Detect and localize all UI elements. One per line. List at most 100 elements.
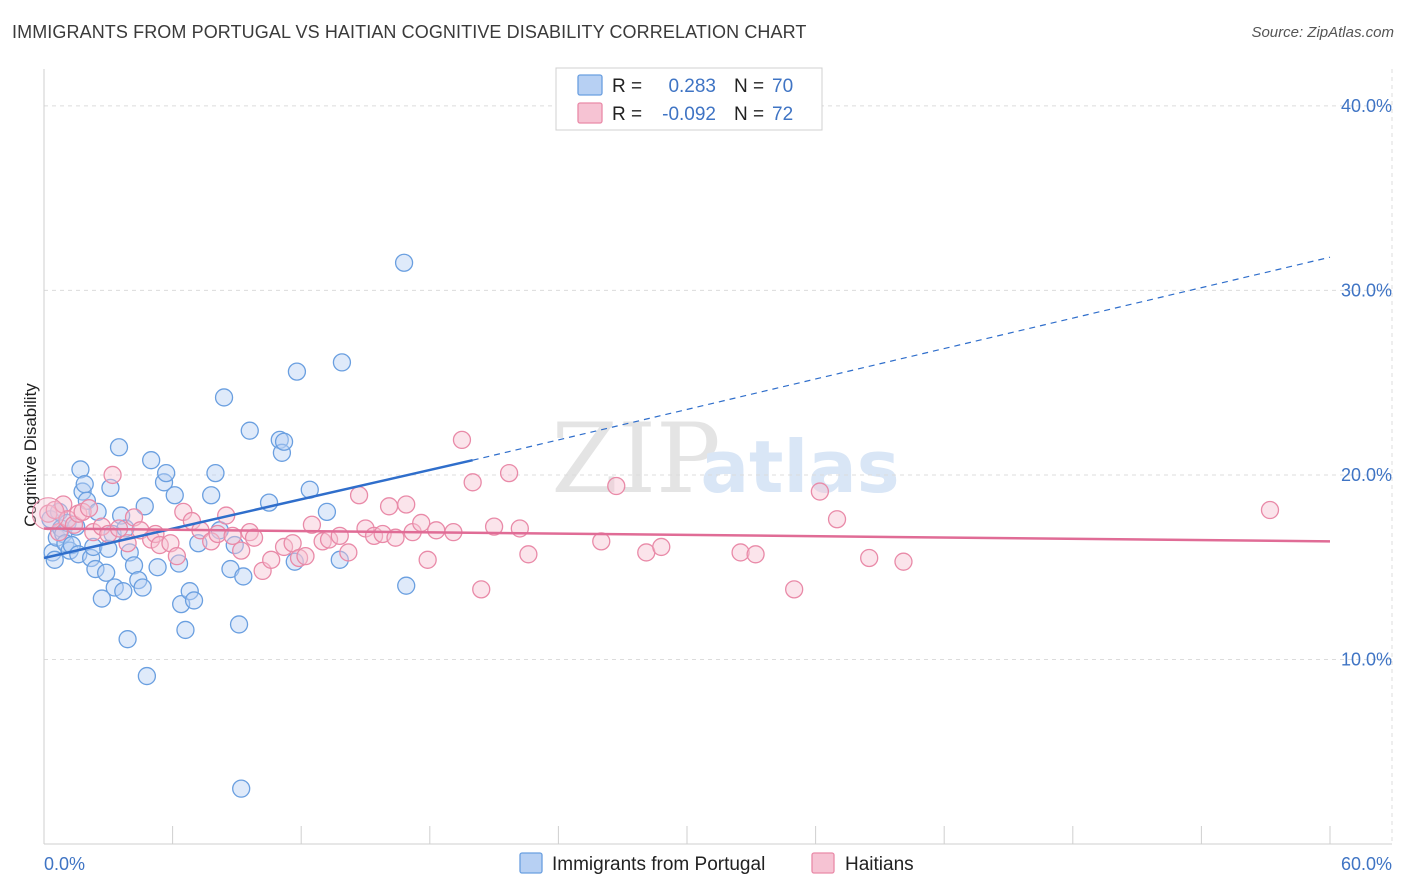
legend-n-label: N =: [734, 104, 764, 125]
point-haitians: [349, 486, 369, 505]
point-portugal: [176, 620, 195, 640]
point-portugal: [133, 578, 152, 597]
legend-swatch-pink: [577, 102, 603, 124]
point-haitians: [746, 545, 765, 564]
point-portugal: [202, 486, 221, 505]
chart-title: IMMIGRANTS FROM PORTUGAL VS HAITIAN COGN…: [12, 22, 807, 42]
bottom-legend-label: Haitians: [845, 854, 914, 875]
series-points: [31, 253, 1280, 798]
point-haitians: [472, 580, 491, 599]
x-tick-labels: 0.0% 60.0%: [44, 854, 1392, 874]
y-tick-labels: 10.0% 20.0% 30.0% 40.0%: [1341, 96, 1392, 670]
point-portugal: [274, 432, 294, 451]
point-portugal: [124, 556, 144, 575]
point-haitians: [731, 543, 750, 562]
x-tick-label: 0.0%: [44, 854, 85, 874]
point-haitians: [1260, 500, 1280, 520]
point-haitians: [31, 497, 65, 531]
legend-r-label: R =: [612, 76, 642, 97]
point-portugal: [394, 253, 414, 272]
point-haitians: [827, 510, 847, 529]
point-haitians: [427, 521, 446, 540]
trend-line-portugal: [43, 458, 473, 560]
point-haitians: [386, 528, 405, 547]
point-haitians: [79, 499, 99, 518]
top-legend: R = 0.283 N = 70 R = -0.092 N = 72: [555, 67, 823, 131]
point-portugal: [272, 443, 292, 462]
point-haitians: [810, 482, 830, 501]
point-portugal: [109, 438, 129, 457]
point-portugal: [135, 497, 154, 516]
bottom-legend: Immigrants from Portugal Haitians: [519, 852, 914, 875]
legend-r-label: R =: [612, 104, 642, 125]
point-haitians: [54, 495, 73, 514]
bottom-legend-swatch-blue: [519, 852, 543, 874]
legend-n-value: 70: [772, 76, 793, 97]
watermark-atlas: atlas: [700, 425, 899, 509]
point-haitians: [339, 543, 358, 562]
bottom-legend-swatch-pink: [811, 852, 835, 874]
point-portugal: [169, 554, 189, 573]
x-tick-label: 60.0%: [1341, 854, 1392, 874]
point-portugal: [148, 558, 167, 577]
trend-line-haitians: [43, 527, 1331, 543]
point-haitians: [894, 552, 913, 571]
point-haitians: [452, 430, 472, 450]
bottom-legend-label: Immigrants from Portugal: [552, 854, 765, 875]
point-haitians: [330, 526, 349, 545]
point-portugal: [137, 666, 157, 686]
y-tick-label: 10.0%: [1341, 649, 1392, 669]
point-haitians: [244, 528, 264, 547]
point-portugal: [62, 535, 82, 555]
point-portugal: [114, 582, 133, 601]
point-haitians: [262, 550, 281, 569]
point-portugal: [86, 559, 105, 579]
point-portugal: [157, 463, 176, 483]
point-haitians: [202, 532, 221, 551]
point-portugal: [214, 388, 234, 407]
point-haitians: [652, 537, 671, 557]
point-haitians: [484, 517, 504, 536]
point-portugal: [82, 548, 101, 568]
y-tick-label: 30.0%: [1341, 280, 1392, 300]
chart-source: Source: ZipAtlas.com: [1251, 24, 1394, 41]
point-portugal: [397, 576, 416, 595]
axes: [43, 69, 1392, 845]
point-portugal: [317, 502, 337, 522]
legend-r-value: 0.283: [668, 76, 716, 97]
point-portugal: [234, 567, 253, 586]
watermark-zip: ZIP: [551, 403, 720, 515]
point-haitians: [397, 495, 416, 514]
point-portugal: [118, 630, 137, 649]
point-portugal: [97, 563, 116, 582]
point-portugal: [287, 362, 307, 381]
point-portugal: [165, 486, 184, 505]
y-tick-label: 40.0%: [1341, 96, 1392, 116]
point-portugal: [232, 779, 251, 798]
point-haitians: [379, 497, 399, 516]
point-haitians: [592, 532, 611, 551]
gridlines: [44, 69, 1393, 844]
point-portugal: [75, 475, 94, 494]
point-haitians: [296, 546, 315, 566]
point-haitians: [302, 515, 322, 534]
point-haitians: [785, 580, 804, 599]
point-haitians: [167, 546, 187, 566]
point-portugal: [180, 582, 199, 601]
point-haitians: [463, 473, 482, 492]
point-portugal: [206, 463, 225, 483]
point-haitians: [607, 476, 626, 496]
point-haitians: [860, 548, 879, 568]
point-portugal: [92, 589, 112, 608]
point-portugal: [240, 421, 259, 440]
y-tick-label: 20.0%: [1341, 465, 1392, 485]
point-haitians: [289, 548, 309, 568]
point-portugal: [71, 460, 90, 479]
y-axis-title: Cognitive Disability: [21, 383, 40, 527]
point-haitians: [412, 513, 431, 533]
trend-lines: [43, 256, 1331, 560]
point-portugal: [229, 615, 249, 634]
legend-n-label: N =: [734, 76, 764, 97]
watermark: ZIP atlas: [551, 403, 899, 515]
point-haitians: [208, 524, 227, 544]
